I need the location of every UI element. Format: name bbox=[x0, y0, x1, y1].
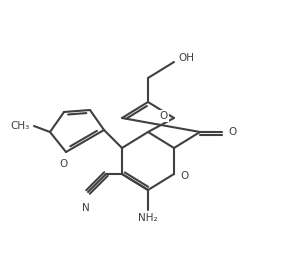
Text: O: O bbox=[180, 171, 188, 181]
Text: O: O bbox=[160, 111, 168, 121]
Text: NH₂: NH₂ bbox=[138, 213, 158, 223]
Text: O: O bbox=[60, 159, 68, 169]
Text: O: O bbox=[228, 127, 236, 137]
Text: OH: OH bbox=[178, 53, 194, 63]
Text: CH₃: CH₃ bbox=[11, 121, 30, 131]
Text: N: N bbox=[82, 203, 90, 213]
